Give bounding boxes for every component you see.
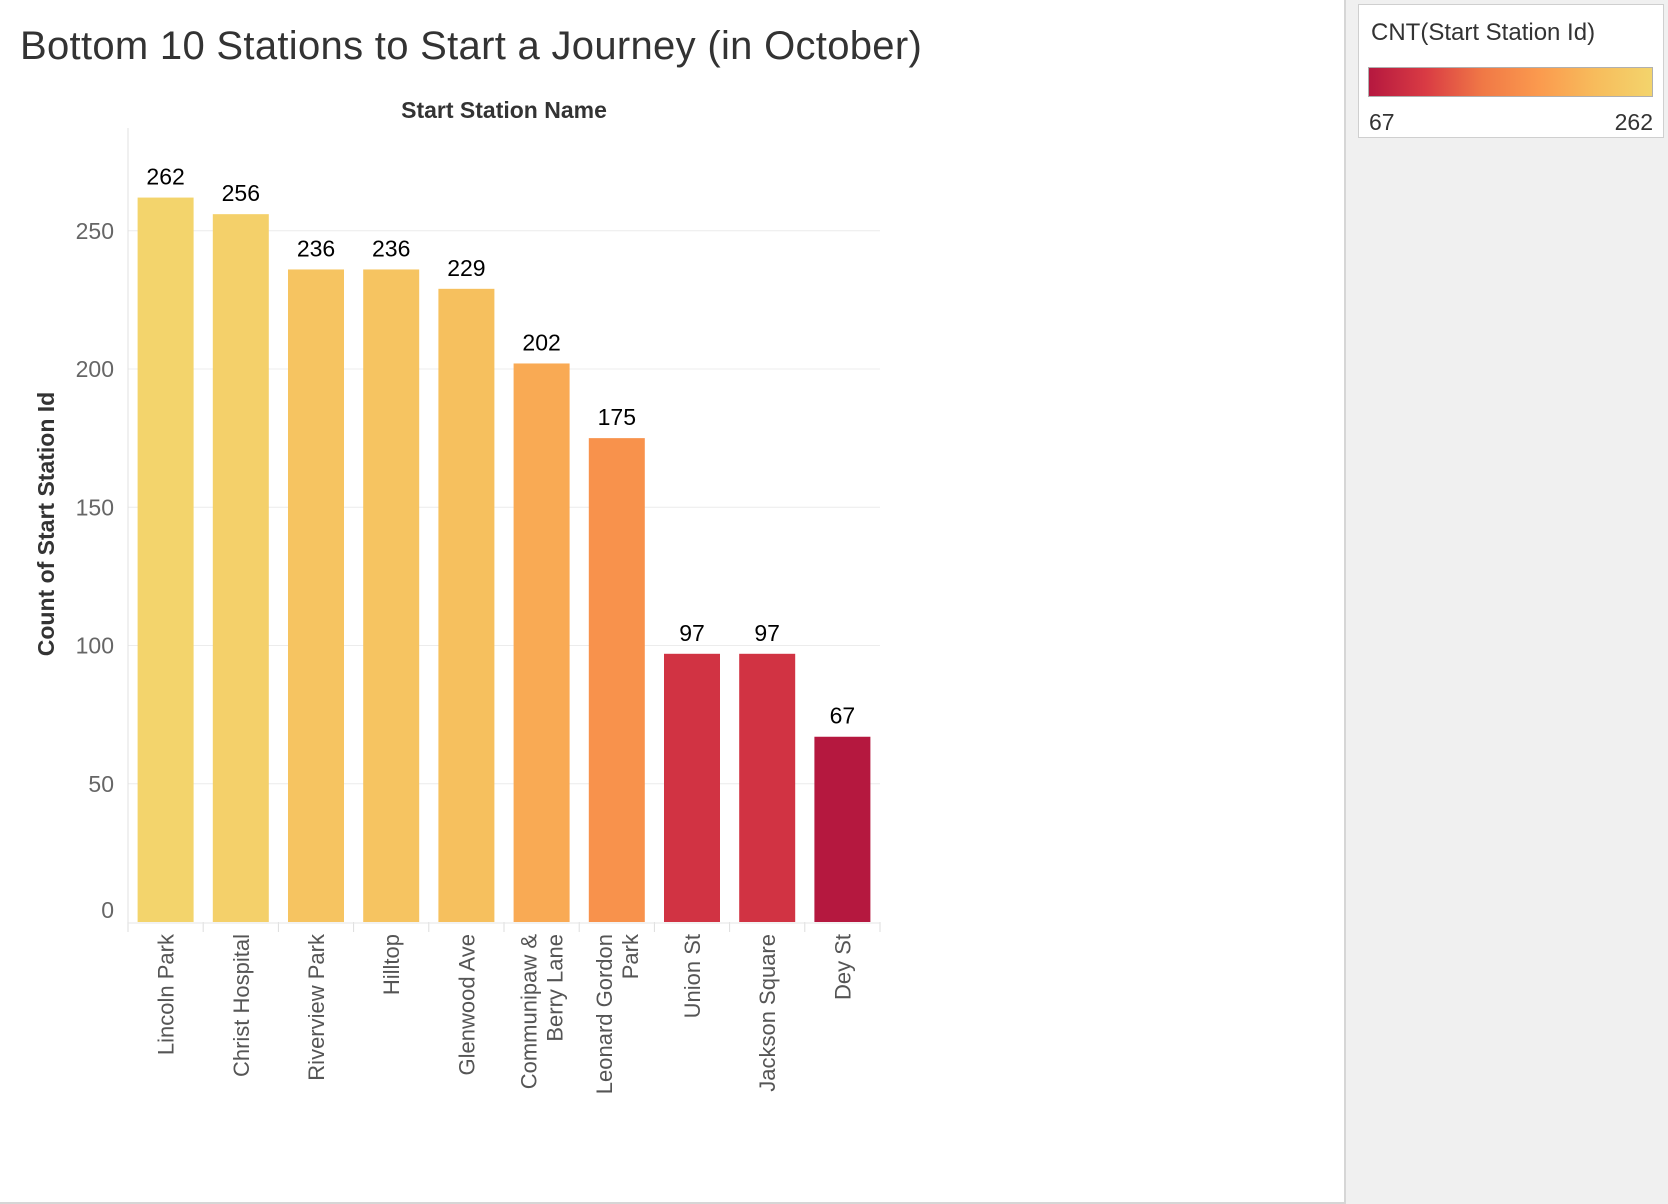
- x-axis-header: Start Station Name: [401, 97, 607, 123]
- bar: [588, 438, 645, 922]
- side-panel: [1346, 0, 1668, 1204]
- data-label: 256: [222, 180, 260, 206]
- legend-title: CNT(Start Station Id): [1371, 19, 1596, 46]
- data-label: 229: [447, 255, 485, 281]
- x-tick-label: Union St: [680, 934, 705, 1018]
- legend-min-label: 67: [1369, 109, 1395, 135]
- x-tick-label: Communipaw &Berry Lane: [517, 934, 568, 1090]
- data-label: 236: [372, 235, 410, 261]
- data-label: 175: [598, 404, 636, 430]
- bar: [739, 653, 796, 922]
- x-tick-label: Lincoln Park: [154, 933, 179, 1055]
- legend-max-label: 262: [1614, 109, 1653, 135]
- y-tick-label: 100: [76, 633, 114, 659]
- bar: [513, 363, 570, 923]
- color-legend: CNT(Start Station Id) 67 262: [1358, 4, 1664, 138]
- bar: [664, 653, 720, 922]
- y-tick-label: 200: [76, 356, 114, 382]
- x-tick-label: Hilltop: [379, 934, 404, 995]
- y-tick-label: 250: [76, 218, 114, 244]
- x-tick-label: Glenwood Ave: [454, 934, 479, 1075]
- y-axis-title: Count of Start Station Id: [33, 392, 59, 656]
- bar: [212, 214, 269, 922]
- data-label: 202: [522, 329, 560, 355]
- data-label: 97: [754, 620, 780, 646]
- bar: [438, 288, 495, 922]
- x-tick-label: Christ Hospital: [229, 934, 254, 1077]
- data-label: 236: [297, 235, 335, 261]
- bar: [137, 197, 194, 922]
- data-label: 67: [830, 703, 856, 729]
- worksheet: Bottom 10 Stations to Start a Journey (i…: [0, 0, 1346, 1204]
- data-label: 97: [679, 620, 705, 646]
- bar-chart: Start Station Name Count of Start Station…: [33, 97, 881, 1094]
- y-tick-label: 150: [76, 494, 114, 520]
- x-tick-label: Leonard GordonPark: [592, 933, 643, 1094]
- x-tick-label: Dey St: [830, 934, 855, 1000]
- data-label: 262: [146, 164, 184, 190]
- x-tick-label: Jackson Square: [755, 934, 780, 1092]
- chart-title: Bottom 10 Stations to Start a Journey (i…: [20, 24, 923, 68]
- y-tick-label: 50: [88, 771, 114, 797]
- bar: [363, 269, 420, 923]
- y-tick-label: 0: [101, 897, 114, 923]
- x-tick-label: Riverview Park: [304, 933, 329, 1081]
- bar: [814, 736, 871, 922]
- legend-color-ramp: [1368, 67, 1653, 97]
- bar: [288, 269, 344, 923]
